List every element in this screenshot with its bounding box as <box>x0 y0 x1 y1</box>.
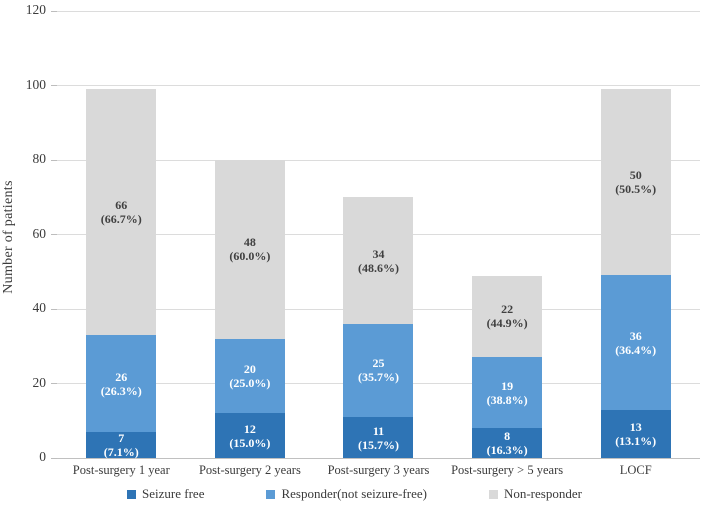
stacked-bar: 8 (16.3%) 19 (38.8%) 22 (44.9%) <box>472 275 543 458</box>
y-tick-label: 60 <box>32 225 47 241</box>
bar-segment: 50 (50.5%) <box>600 89 671 276</box>
bar-segment-value: 13 <box>629 419 642 434</box>
legend-label: Non-responder <box>503 486 582 501</box>
bar-segment-value: 7 <box>118 430 125 445</box>
y-tick-mark <box>51 159 57 161</box>
legend: Seizure free Responder(not seizure-free) N… <box>0 485 709 503</box>
y-tick-label: 40 <box>32 300 47 315</box>
bar-segment-value: 26 <box>115 369 128 384</box>
bar-segment: 12 (15.0%) <box>214 413 285 458</box>
bar-segment: 25 (35.7%) <box>343 323 414 418</box>
legend-swatch-icon <box>488 489 498 499</box>
y-tick-label: 0 <box>39 449 46 464</box>
legend-swatch-icon <box>127 489 137 499</box>
y-tick-label: 100 <box>25 76 46 92</box>
bar-segment: 36 (36.4%) <box>600 275 671 410</box>
bar-segment: 7 (7.1%) <box>86 430 157 459</box>
y-tick-mark <box>51 234 57 235</box>
y-tick-label: 20 <box>32 374 47 390</box>
y-tick-mark <box>51 10 57 12</box>
bar-segment-value: 34 <box>372 246 385 261</box>
bar-segment-percent: (50.5%) <box>615 182 657 197</box>
stacked-bar: 7 (7.1%) 26 (26.3%) 66 (66.7%) <box>86 89 157 459</box>
x-tick-label: Post-surgery 1 year <box>72 463 170 477</box>
bar-segment-value: 11 <box>372 423 385 438</box>
legend-item: Non-responder <box>488 486 582 502</box>
bar-segment-value: 48 <box>243 235 256 250</box>
bar-column: 7 (7.1%) 26 (26.3%) 66 (66.7%) <box>57 11 186 459</box>
bar-segment-percent: (15.7%) <box>357 437 399 452</box>
x-axis-tick-row: Post-surgery 1 year Post-surgery 2 years P… <box>57 463 700 479</box>
bar-segment-percent: (35.7%) <box>357 370 399 385</box>
legend-swatch-icon <box>266 489 276 499</box>
y-tick-label: 120 <box>25 2 46 17</box>
bar-segment: 19 (38.8%) <box>472 357 543 429</box>
bar-segment-percent: (66.7%) <box>100 212 142 227</box>
plot-area: 0 20 40 60 80 100 120 7 (7.1%) 26 (26.3%) 66 (66.7%)… <box>26 2 700 464</box>
y-axis-title: Number of patients <box>1 180 16 294</box>
bar-segment-value: 25 <box>372 356 385 371</box>
bar-column: 11 (15.7%) 25 (35.7%) 34 (48.6%) <box>314 11 443 458</box>
bar-column: 13 (13.1%) 36 (36.4%) 50 (50.5%) <box>571 11 700 458</box>
bar-segment-value: 19 <box>501 378 514 393</box>
legend-item: Responder(not seizure-free) <box>266 486 427 502</box>
bar-segment-percent: (60.0%) <box>229 249 271 264</box>
gridline-y-0 <box>57 457 700 459</box>
bar-segment-value: 50 <box>629 168 642 183</box>
bar-segment-value: 36 <box>629 328 642 343</box>
bar-segment-value: 12 <box>243 421 256 436</box>
bar-segment-percent: (15.0%) <box>229 435 271 450</box>
bar-segment-value: 20 <box>243 362 256 377</box>
y-tick-mark <box>51 383 57 384</box>
bar-segment: 13 (13.1%) <box>600 409 671 458</box>
gridline-y-100 <box>57 85 700 86</box>
bar-segment: 66 (66.7%) <box>86 89 157 336</box>
bar-segment: 48 (60.0%) <box>214 160 285 339</box>
stacked-bar: 11 (15.7%) 25 (35.7%) 34 (48.6%) <box>343 197 414 458</box>
gridline-y-80 <box>57 159 700 161</box>
bar-segment-percent: (25.0%) <box>229 376 271 391</box>
bar-segment-percent: (26.3%) <box>100 383 142 398</box>
bar-segment-value: 66 <box>115 198 128 213</box>
y-tick-mark <box>51 308 57 310</box>
bar-segment: 34 (48.6%) <box>343 197 414 324</box>
y-tick-mark <box>51 457 57 459</box>
bar-segment-percent: (44.9%) <box>486 316 528 331</box>
y-tick-label: 80 <box>32 151 47 166</box>
legend-label: Responder(not seizure-free) <box>281 486 427 501</box>
gridline-y-120 <box>57 10 700 12</box>
bar-segment: 11 (15.7%) <box>343 417 414 458</box>
x-tick-label: Post-surgery > 5 years <box>451 463 564 477</box>
stacked-bar: 13 (13.1%) 36 (36.4%) 50 (50.5%) <box>600 89 671 458</box>
bar-segment-value: 8 <box>504 429 511 444</box>
bar-segment: 20 (25.0%) <box>214 338 285 414</box>
bar-column: 8 (16.3%) 19 (38.8%) 22 (44.9%) <box>443 11 572 458</box>
bar-segment-percent: (38.8%) <box>486 392 528 407</box>
legend-label: Seizure free <box>142 486 205 501</box>
bar-segment-percent: (48.6%) <box>357 260 399 275</box>
y-tick-mark <box>51 85 57 86</box>
bar-segment-percent: (13.1%) <box>615 433 657 448</box>
bar-segment: 26 (26.3%) <box>86 335 157 432</box>
bar-segment: 8 (16.3%) <box>472 428 543 458</box>
bar-column: 12 (15.0%) 20 (25.0%) 48 (60.0%) <box>186 11 315 458</box>
bar-segment-percent: (36.4%) <box>615 342 657 357</box>
x-tick-label: Post-surgery 3 years <box>327 463 430 477</box>
bar-segment: 22 (44.9%) <box>472 275 543 358</box>
x-tick-label: Post-surgery 2 years <box>198 463 301 477</box>
stacked-bar: 12 (15.0%) 20 (25.0%) 48 (60.0%) <box>214 160 285 458</box>
legend-item: Seizure free <box>127 486 204 502</box>
x-tick-label: LOCF <box>619 463 652 477</box>
bar-segment-percent: (16.3%) <box>486 443 528 458</box>
bar-segment-value: 22 <box>501 302 514 317</box>
bar-segment-percent: (7.1%) <box>103 444 139 459</box>
